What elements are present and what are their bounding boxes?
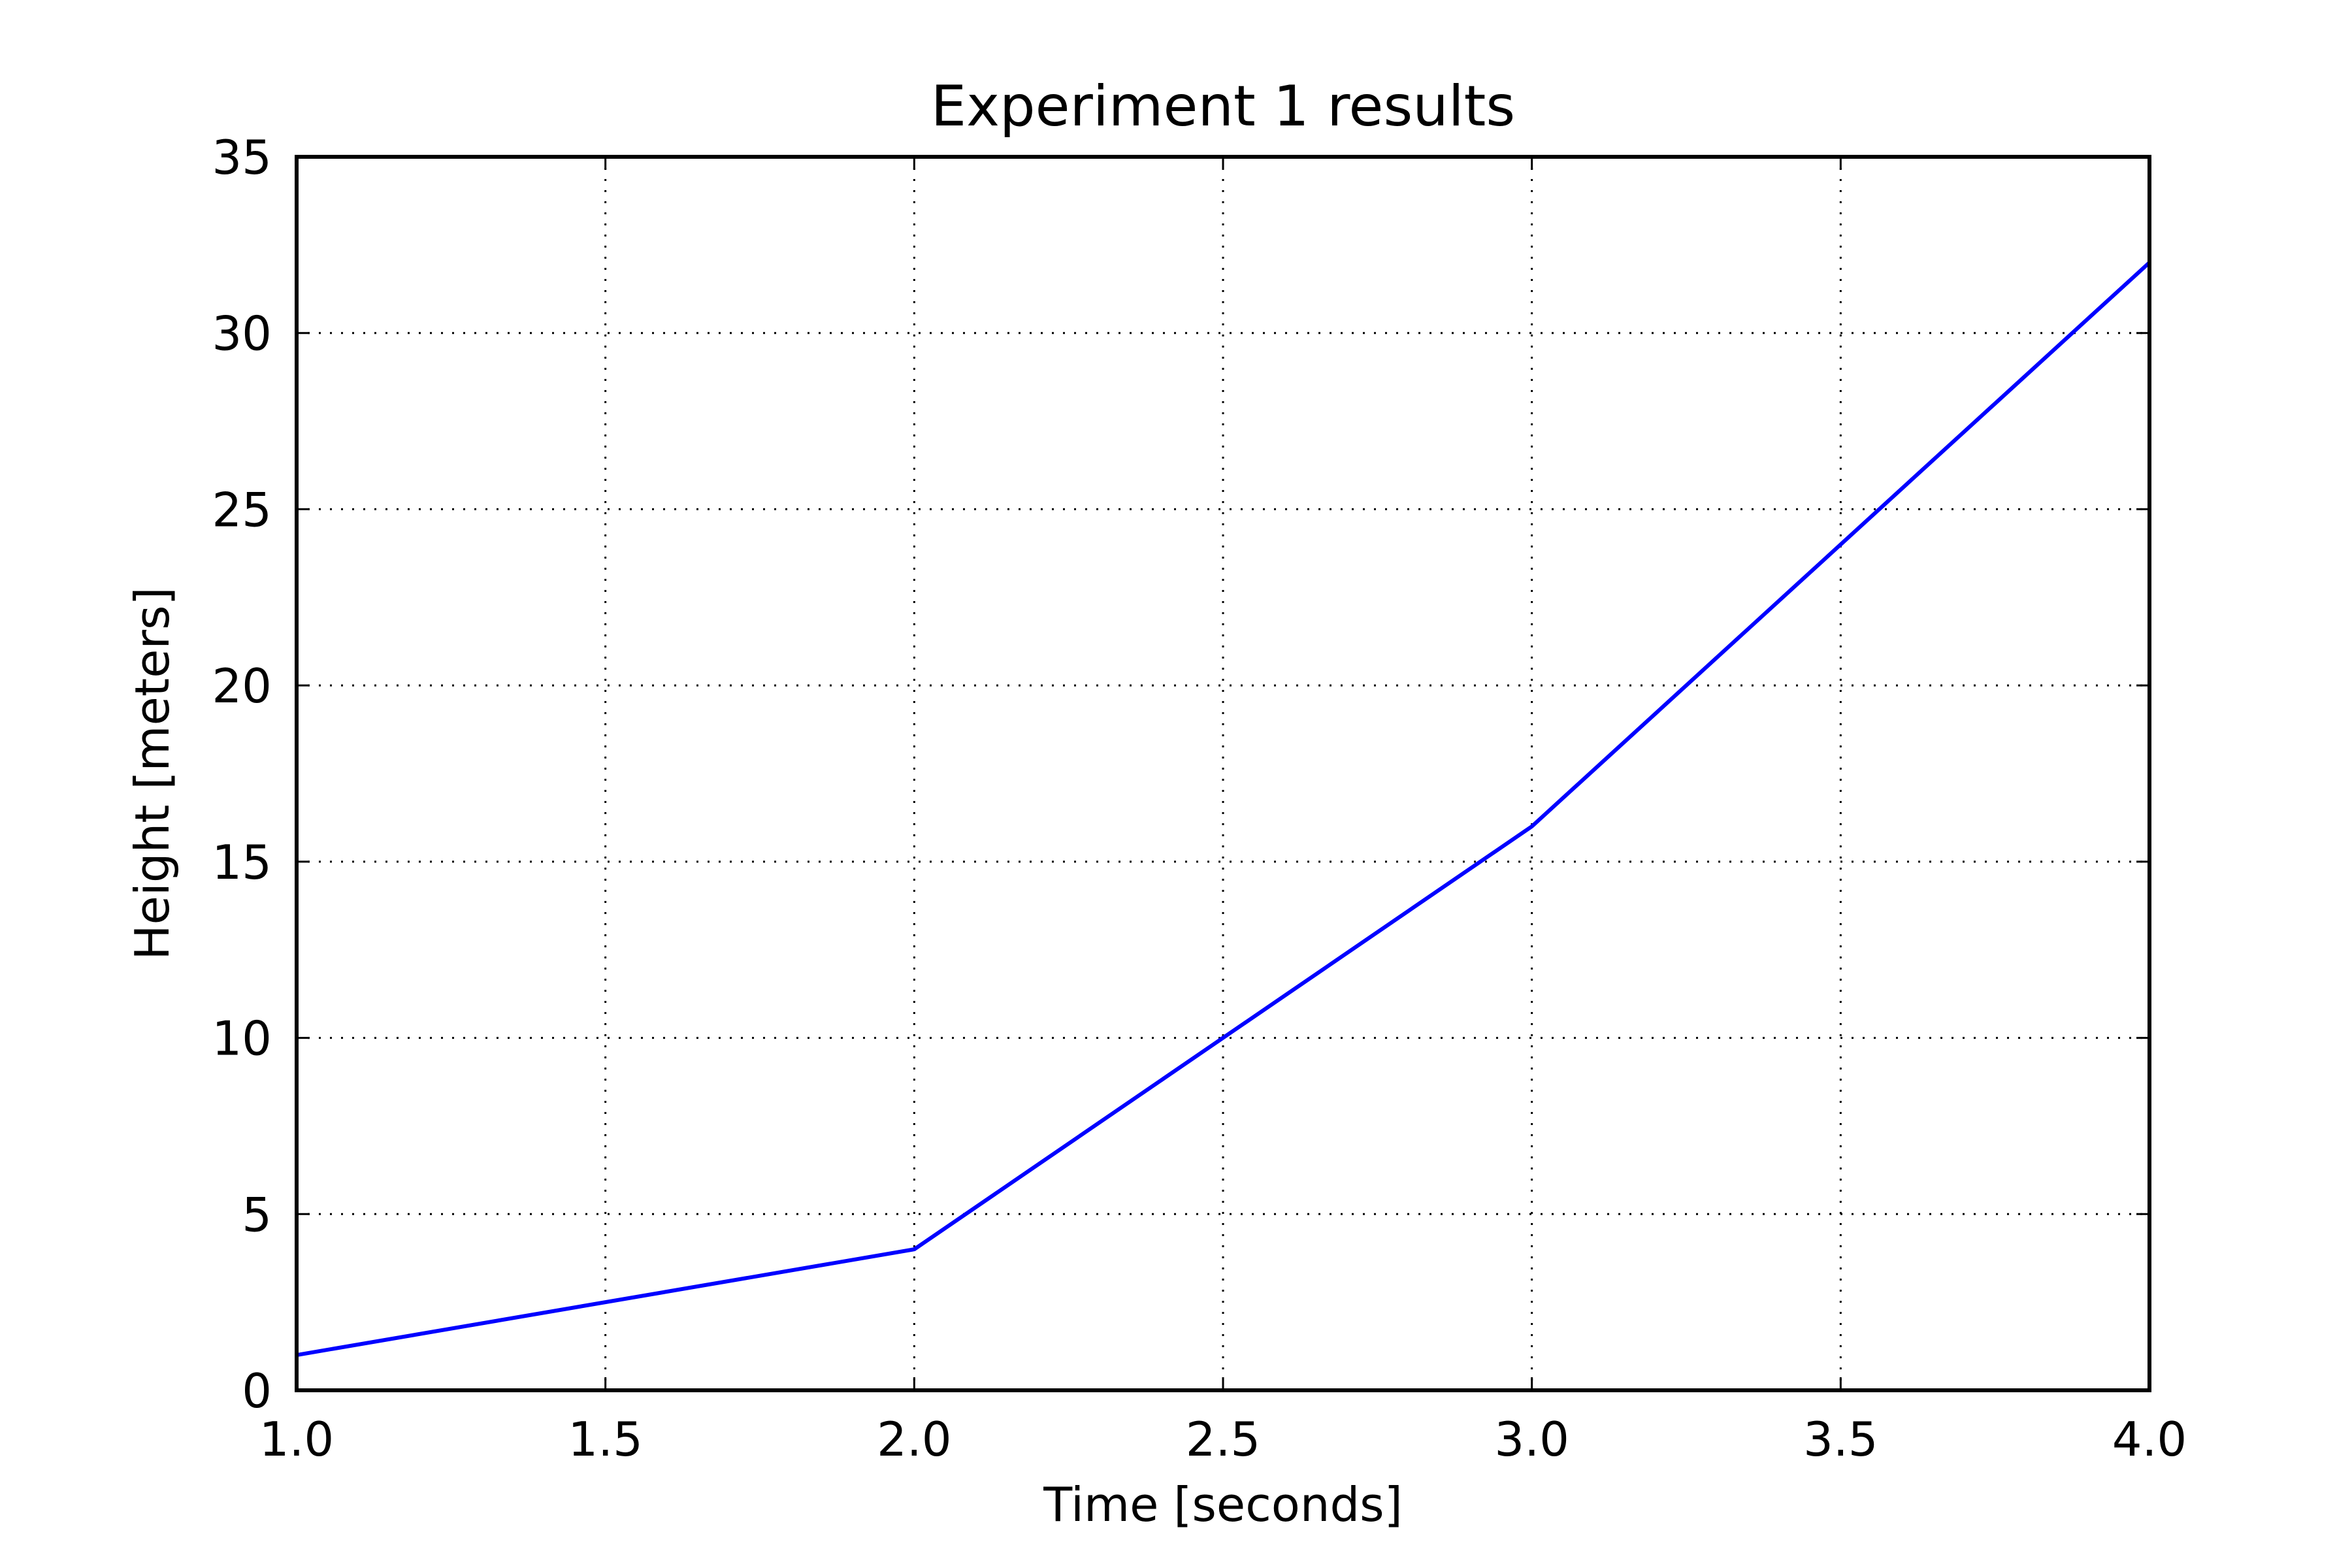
x-tick-label: 1.0 <box>259 1412 335 1467</box>
x-tick-labels: 1.0 1.5 2.0 2.5 3.0 3.5 4.0 <box>259 1412 2187 1467</box>
y-tick-label: 0 <box>242 1364 272 1418</box>
y-tick-label: 30 <box>212 306 272 361</box>
tick-marks <box>295 155 2151 1392</box>
grid-lines <box>297 157 2149 1390</box>
x-axis-label: Time [seconds] <box>1043 1477 1403 1532</box>
series-layer <box>296 261 2151 1358</box>
y-tick-label: 35 <box>212 130 272 185</box>
x-tick-label: 3.0 <box>1494 1412 1569 1467</box>
x-tick-label: 2.5 <box>1186 1412 1261 1467</box>
y-tick-label: 10 <box>212 1011 272 1066</box>
y-axis-label: Height [meters] <box>125 587 180 960</box>
y-tick-label: 25 <box>212 482 272 537</box>
y-tick-label: 20 <box>212 659 272 713</box>
y-tick-label: 15 <box>212 835 272 890</box>
y-tick-label: 5 <box>242 1187 272 1242</box>
chart-title: Experiment 1 results <box>931 74 1515 139</box>
series-line <box>296 261 2151 1358</box>
x-tick-label: 1.5 <box>568 1412 643 1467</box>
x-tick-label: 4.0 <box>2112 1412 2187 1467</box>
x-tick-label: 2.0 <box>877 1412 952 1467</box>
y-tick-labels: 0 5 10 15 20 25 30 35 <box>212 130 272 1418</box>
x-tick-label: 3.5 <box>1803 1412 1878 1467</box>
